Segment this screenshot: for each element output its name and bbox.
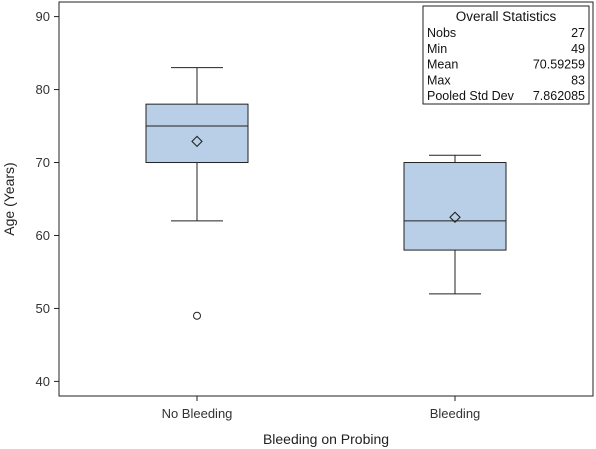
y-tick-label: 90	[36, 9, 50, 24]
y-axis-label: Age (Years)	[1, 162, 17, 235]
stats-row-label: Max	[427, 73, 451, 87]
y-axis: 40 50 60 70 80 90	[36, 9, 59, 389]
overall-statistics-table: Overall Statistics Nobs 27 Min 49 Mean 70.592…	[422, 5, 590, 105]
x-axis: No Bleeding Bleeding	[162, 396, 481, 421]
box-no-bleeding	[145, 67, 249, 320]
x-axis-label: Bleeding on Probing	[263, 431, 389, 447]
y-tick-label: 40	[36, 374, 50, 389]
y-tick-label: 80	[36, 82, 50, 97]
y-tick-label: 50	[36, 301, 50, 316]
stats-table-frame	[422, 5, 590, 105]
stats-table-title: Overall Statistics	[456, 9, 557, 24]
plot-frame	[58, 1, 594, 397]
outlier-point	[193, 311, 201, 320]
stats-row-label: Min	[427, 42, 447, 56]
y-tick-label: 70	[36, 155, 50, 170]
mean-marker	[191, 135, 203, 148]
stats-row-value: 83	[571, 73, 585, 87]
box-bleeding	[403, 154, 507, 295]
interquartile-box	[403, 162, 507, 251]
stats-row-value: 49	[571, 42, 585, 56]
stats-row-value: 27	[571, 26, 585, 40]
stats-row-value: 7.862085	[533, 89, 585, 103]
stats-row-label: Nobs	[427, 26, 456, 40]
interquartile-box	[145, 103, 249, 164]
box-series	[145, 67, 507, 320]
stats-row-label: Mean	[427, 58, 458, 72]
mean-marker	[449, 211, 461, 224]
x-tick-label: No Bleeding	[162, 406, 233, 421]
y-tick-label: 60	[36, 228, 50, 243]
x-tick-label: Bleeding	[430, 406, 481, 421]
stats-row-label: Pooled Std Dev	[427, 89, 515, 103]
stats-row-value: 70.59259	[533, 58, 585, 72]
